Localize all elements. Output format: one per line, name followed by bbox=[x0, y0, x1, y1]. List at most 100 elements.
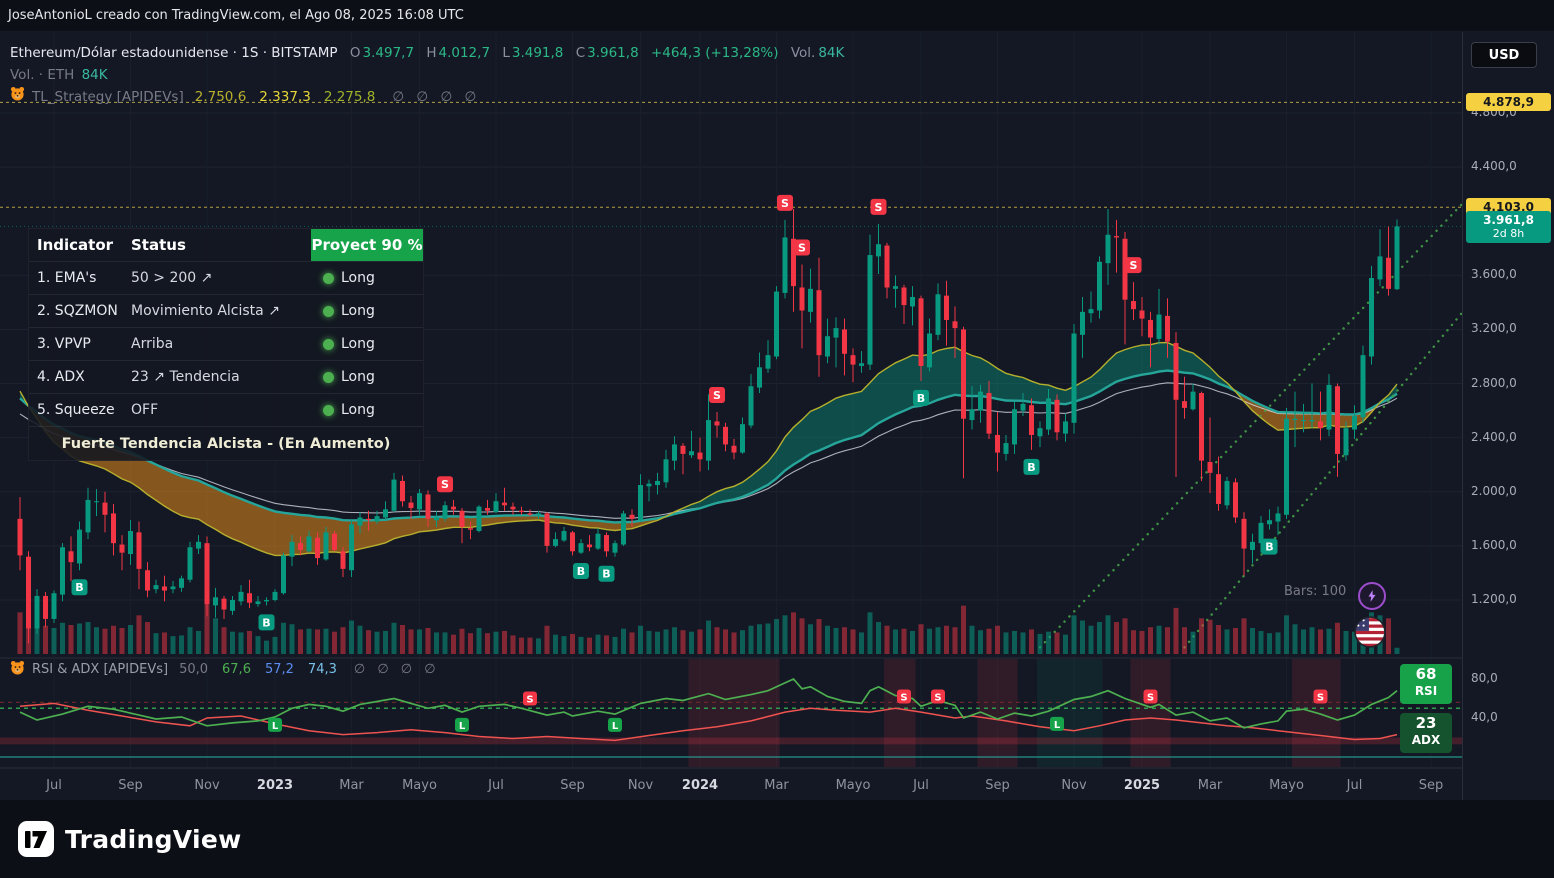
signal-dot bbox=[323, 338, 334, 350]
time-axis-label: Mayo bbox=[402, 778, 437, 793]
currency-toggle-button[interactable]: USD bbox=[1471, 42, 1537, 68]
chart-legend: Ethereum/Dólar estadounidense · 1S · BIT… bbox=[10, 42, 844, 108]
time-axis-label: Sep bbox=[985, 778, 1010, 793]
svg-text:S: S bbox=[1317, 693, 1324, 704]
rsi-sell-marker: S bbox=[897, 689, 911, 704]
legend-line-2: Vol. · ETH 84K bbox=[10, 64, 844, 86]
bear-icon bbox=[10, 86, 25, 108]
time-axis-label: Mar bbox=[764, 778, 789, 793]
strategy-value-1: 2.750,6 bbox=[194, 89, 247, 105]
time-axis-label: 2023 bbox=[257, 778, 293, 793]
oversold-band bbox=[0, 737, 1462, 745]
tradingview-wordmark[interactable]: TradingView bbox=[65, 824, 242, 854]
time-axis-label: Mayo bbox=[1269, 778, 1304, 793]
volume-label: Vol. bbox=[790, 45, 816, 61]
buy-marker: B bbox=[573, 563, 589, 580]
adx-badge-value: 23 bbox=[1415, 714, 1437, 732]
last-price-badge: 3.961,8 2d 8h bbox=[1466, 211, 1551, 244]
rsi-empty-values: ∅ ∅ ∅ ∅ bbox=[353, 662, 436, 677]
rsi-pane-title[interactable]: RSI & ADX [APIDEVs] bbox=[32, 662, 169, 677]
svg-text:S: S bbox=[713, 389, 721, 402]
strategy-status-panel: Indicator Status Proyect 90 % 1. EMA's 5… bbox=[28, 228, 424, 461]
rsi-line bbox=[19, 677, 1398, 729]
time-axis-label: Jul bbox=[1346, 778, 1363, 793]
adx-badge-label: ADX bbox=[1411, 733, 1441, 747]
rsi-sell-marker: S bbox=[1313, 689, 1328, 704]
price-scale[interactable]: USD 4.800,0 4.400,0 3.600,0 3.200,0 2.800,0 2… bbox=[1462, 32, 1554, 800]
indicator-row-adx: 4. ADX 23 ↗ Tendencia Long bbox=[29, 361, 423, 394]
price-tick-label: 2.400,0 bbox=[1471, 429, 1517, 444]
time-axis-label: Jul bbox=[487, 778, 504, 793]
strategy-value-3: 2.275,8 bbox=[323, 89, 376, 105]
symbol-title[interactable]: Ethereum/Dólar estadounidense · 1S · BIT… bbox=[10, 45, 338, 61]
high-label: H bbox=[426, 45, 437, 61]
low-value: 3.491,8 bbox=[511, 45, 564, 61]
close-label: C bbox=[575, 45, 586, 61]
rsi-long-marker: L bbox=[268, 717, 282, 732]
svg-text:L: L bbox=[272, 721, 279, 732]
ema-slow-line bbox=[19, 369, 1398, 524]
footer-bar: TradingView bbox=[0, 800, 1554, 878]
svg-text:S: S bbox=[441, 478, 449, 491]
panel-footer: Fuerte Tendencia Alcista - (En Aumento) bbox=[29, 427, 423, 460]
sell-marker: S bbox=[777, 194, 793, 211]
open-value: 3.497,7 bbox=[362, 45, 415, 61]
time-axis-label: Sep bbox=[560, 778, 585, 793]
buy-marker: B bbox=[258, 614, 275, 631]
strategy-title[interactable]: TL_Strategy [APIDEVs] bbox=[32, 89, 184, 105]
svg-text:S: S bbox=[875, 201, 883, 214]
rsi-sell-marker: S bbox=[931, 689, 945, 704]
candles-layer bbox=[17, 209, 1400, 644]
signal-label: Long bbox=[341, 402, 375, 418]
rsi-shade-layer bbox=[688, 659, 1341, 767]
svg-text:B: B bbox=[602, 568, 610, 581]
time-axis-label: Mayo bbox=[836, 778, 871, 793]
adx-badge: 23 ADX bbox=[1400, 713, 1452, 753]
indicator-status: 23 ↗ Tendencia bbox=[131, 369, 240, 385]
volume-study-value: 84K bbox=[81, 67, 108, 83]
time-axis-label: 2024 bbox=[682, 778, 718, 793]
buy-marker: B bbox=[598, 565, 615, 582]
time-axis-label: Nov bbox=[194, 778, 220, 793]
high-value: 4.012,7 bbox=[438, 45, 491, 61]
time-axis-label: Nov bbox=[1061, 778, 1087, 793]
header-status: Status bbox=[131, 236, 186, 254]
time-axis[interactable]: Jul Sep Nov 2023 Mar Mayo Jul Sep Nov 2024 Mar Mayo… bbox=[0, 767, 1462, 793]
indicator-name: 2. SQZMON bbox=[37, 303, 118, 319]
price-tick-label: 80,0 bbox=[1471, 671, 1498, 685]
low-label: L bbox=[502, 45, 510, 61]
indicator-status: Arriba bbox=[131, 336, 174, 352]
buy-marker: B bbox=[1023, 458, 1040, 475]
sell-marker: S bbox=[870, 198, 887, 215]
price-tick-label: 2.800,0 bbox=[1471, 375, 1517, 390]
rsi-pane-legend: RSI & ADX [APIDEVs] 50,0 67,6 57,2 74,3 … bbox=[10, 660, 436, 679]
ath-price-badge: 4.878,9 bbox=[1466, 93, 1551, 112]
rsi-long-marker: L bbox=[455, 717, 469, 732]
indicator-status: Movimiento Alcista ↗ bbox=[131, 303, 280, 319]
signal-dot bbox=[323, 272, 334, 284]
price-tick-label: 40,0 bbox=[1471, 710, 1498, 724]
adx-line bbox=[19, 702, 1398, 742]
time-axis-label: Nov bbox=[628, 778, 654, 793]
signal-markers-layer: B B S B B S S S S B B S B bbox=[71, 194, 1278, 631]
signal-dot bbox=[323, 404, 334, 416]
tradingview-logo-icon[interactable] bbox=[18, 821, 54, 857]
buy-marker: B bbox=[1261, 538, 1278, 555]
levels-layer bbox=[0, 101, 1462, 649]
volume-value: 84K bbox=[818, 45, 845, 61]
volume-study-label[interactable]: Vol. · ETH bbox=[10, 67, 75, 83]
price-tick-label: 1.200,0 bbox=[1471, 592, 1517, 606]
signal-label: Long bbox=[341, 369, 375, 385]
signal-label: Long bbox=[341, 336, 375, 352]
rsi-long-marker: L bbox=[1050, 716, 1064, 731]
indicator-row-vpvp: 3. VPVP Arriba Long bbox=[29, 328, 423, 361]
indicator-status: OFF bbox=[131, 402, 159, 418]
svg-text:L: L bbox=[1054, 720, 1061, 731]
trend-line bbox=[1183, 310, 1462, 649]
buy-marker: B bbox=[913, 389, 929, 406]
signal-dot bbox=[323, 371, 334, 383]
sell-marker: S bbox=[1125, 257, 1142, 274]
rsi-pane-layer: L L S L S S L S S bbox=[0, 657, 1462, 758]
svg-text:S: S bbox=[900, 693, 907, 704]
lightning-icon[interactable] bbox=[1358, 582, 1386, 610]
